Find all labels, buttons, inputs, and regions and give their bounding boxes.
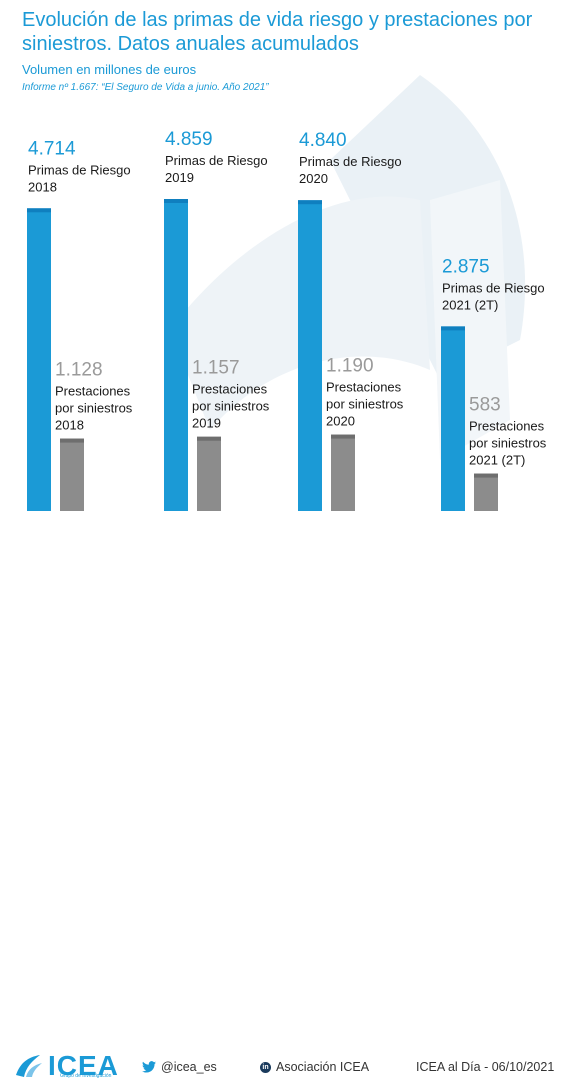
bar-prestaciones	[197, 436, 221, 511]
linkedin-icon: in	[260, 1061, 271, 1073]
bar-primas	[164, 199, 188, 511]
label-primas: 2021 (2T)	[442, 297, 498, 312]
twitter-bird-icon	[142, 1061, 156, 1073]
label-prestaciones: 2019	[192, 416, 221, 431]
linkedin-name: Asociación ICEA	[276, 1060, 370, 1074]
logo-tagline: Grupo de Investigación	[60, 1073, 112, 1079]
chart-subtitle: Volumen en millones de euros	[22, 62, 197, 77]
bar-primas-cap	[164, 199, 188, 203]
bar-prestaciones	[474, 473, 498, 511]
linkedin-link[interactable]: in Asociación ICEA	[260, 1060, 369, 1074]
bar-chart: 4.714 Primas de Riesgo 2018 1.128 Prestacion…	[27, 129, 547, 512]
bar-prestaciones	[60, 438, 84, 511]
bar-primas	[441, 326, 465, 511]
label-prestaciones: por siniestros	[326, 397, 404, 412]
data-label-prestaciones: 583	[469, 395, 501, 416]
footer: ICEA Grupo de Investigación @icea_es in …	[0, 522, 567, 1081]
bar-primas	[27, 208, 51, 512]
label-primas: Primas de Riesgo	[165, 153, 268, 168]
label-prestaciones: por siniestros	[192, 399, 270, 414]
label-primas: 2019	[165, 170, 194, 185]
bar-prestaciones-cap	[197, 436, 221, 441]
bar-prestaciones-cap	[60, 438, 84, 443]
bar-primas-cap	[441, 326, 465, 331]
data-label-primas: 4.714	[28, 138, 76, 159]
label-primas: Primas de Riesgo	[442, 280, 545, 295]
label-prestaciones: Prestaciones	[469, 419, 545, 434]
label-prestaciones: Prestaciones	[326, 380, 402, 395]
icea-logo-icon	[16, 1055, 42, 1077]
chart-title: Evolución de las primas de vida riesgo y…	[22, 9, 533, 55]
data-label-primas: 4.840	[299, 130, 347, 151]
data-label-primas: 4.859	[165, 129, 213, 150]
label-prestaciones: Prestaciones	[192, 382, 268, 397]
bar-primas-cap	[27, 208, 51, 213]
bar-prestaciones-cap	[331, 434, 355, 439]
label-prestaciones: por siniestros	[469, 436, 547, 451]
data-label-prestaciones: 1.157	[192, 358, 240, 379]
label-prestaciones: 2018	[55, 418, 84, 433]
label-prestaciones: 2020	[326, 414, 355, 429]
icea-logo: ICEA Grupo de Investigación	[14, 1050, 119, 1082]
background-watermark-shape	[170, 75, 526, 460]
bar-prestaciones-cap	[474, 473, 498, 478]
twitter-link[interactable]: @icea_es	[142, 1060, 217, 1074]
data-label-prestaciones: 1.128	[55, 360, 103, 381]
data-label-primas: 2.875	[442, 256, 490, 277]
label-prestaciones: Prestaciones	[55, 384, 131, 399]
publication-date: ICEA al Día - 06/10/2021	[416, 1060, 555, 1074]
bar-prestaciones	[331, 434, 355, 511]
bar-primas-cap	[298, 200, 322, 205]
source-note: Informe nº 1.667: “El Seguro de Vida a j…	[22, 82, 269, 93]
data-label-prestaciones: 1.190	[326, 356, 374, 377]
label-primas: 2018	[28, 179, 57, 194]
label-primas: 2020	[299, 171, 328, 186]
label-primas: Primas de Riesgo	[299, 154, 402, 169]
label-prestaciones: 2021 (2T)	[469, 453, 525, 468]
label-primas: Primas de Riesgo	[28, 162, 131, 177]
bar-primas	[298, 200, 322, 511]
twitter-handle: @icea_es	[161, 1060, 217, 1074]
label-prestaciones: por siniestros	[55, 401, 133, 416]
